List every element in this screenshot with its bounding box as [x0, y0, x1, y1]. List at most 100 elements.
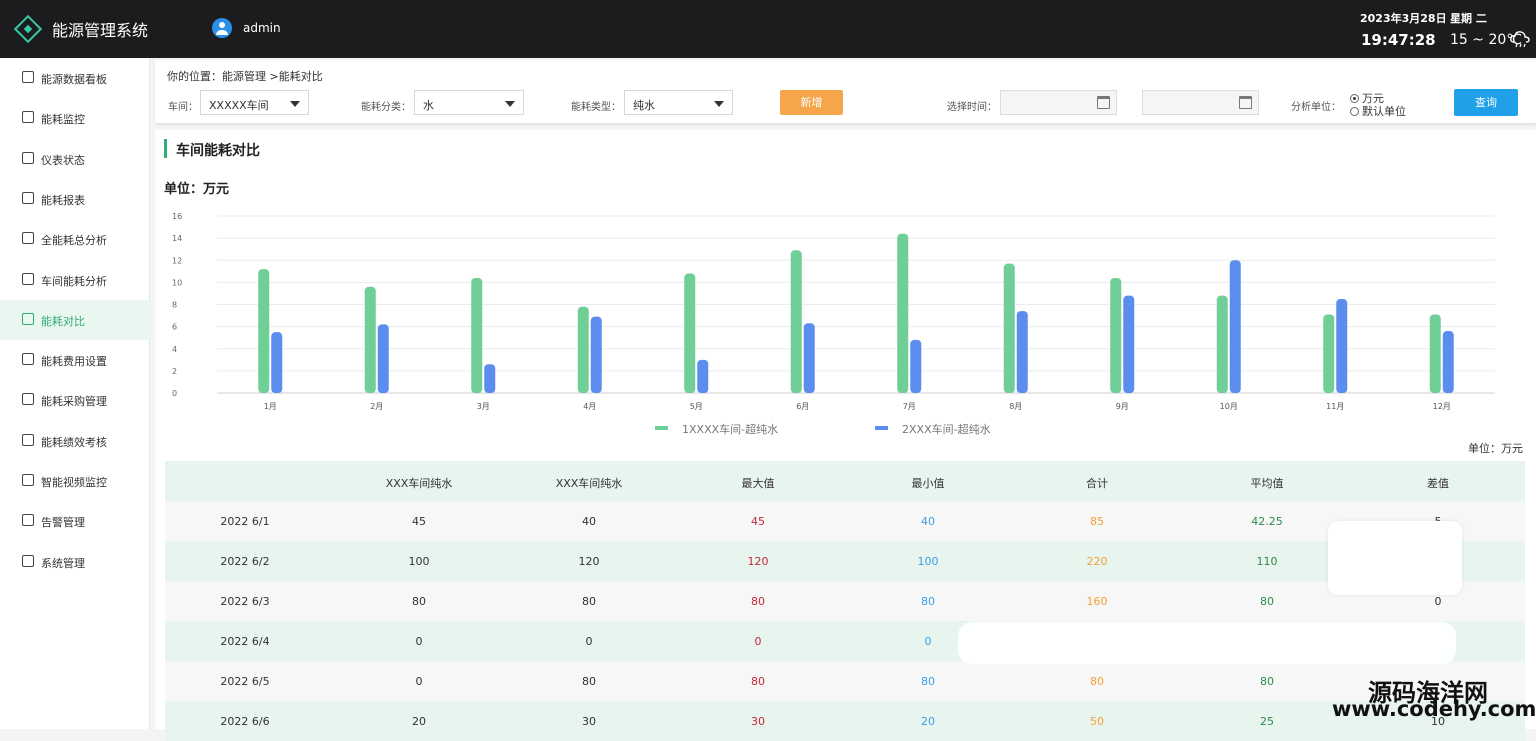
- table-cell: 45: [412, 515, 426, 528]
- table-cell: 110: [1256, 555, 1278, 568]
- table-cell: 50: [1090, 715, 1104, 728]
- user-avatar-icon[interactable]: [212, 18, 232, 38]
- sidebar-item[interactable]: 能耗费用设置: [0, 340, 150, 380]
- x-tick-label: 11月: [1326, 402, 1344, 411]
- workshop-select[interactable]: XXXXX车间: [200, 90, 309, 115]
- chart-unit-label: 单位：万元: [164, 182, 230, 197]
- y-tick-label: 8: [172, 301, 177, 310]
- sidebar-item[interactable]: 能耗报表: [0, 179, 150, 219]
- table-cell: 42.25: [1251, 515, 1283, 528]
- sidebar-item-label: 系统管理: [41, 556, 85, 570]
- sidebar-item[interactable]: 能耗对比: [0, 299, 150, 340]
- time-label: 选择时间：: [947, 102, 997, 113]
- bar-2: [1336, 298, 1348, 393]
- add-button[interactable]: 新增: [780, 90, 843, 115]
- chevron-down-icon: [290, 101, 300, 107]
- type-select[interactable]: 纯水: [624, 90, 733, 115]
- table-cell: 100: [917, 555, 939, 568]
- bar-1: [1003, 263, 1015, 393]
- table-cell: 2022 6/1: [220, 515, 270, 528]
- table-row: 2022 6/6 20 30 30 20 50 25 10: [165, 701, 1525, 741]
- table-header-cell: 最大值: [741, 477, 775, 490]
- category-label: 能耗分类：: [361, 102, 411, 113]
- overlay-card: [1328, 521, 1462, 595]
- table-unit-label: 单位：万元: [1468, 442, 1523, 455]
- sidebar-item[interactable]: 能源数据看板: [0, 58, 150, 98]
- y-tick-label: 6: [172, 323, 177, 332]
- table-header-cell: 合计: [1086, 477, 1108, 490]
- sidebar-item[interactable]: 车间能耗分析: [0, 260, 150, 300]
- sidebar-item-label: 能耗绩效考核: [41, 435, 107, 449]
- table-header-cell: XXX车间纯水: [385, 477, 453, 490]
- sidebar-item-label: 能耗对比: [41, 314, 85, 328]
- calendar-icon[interactable]: [1097, 96, 1110, 109]
- x-tick-label: 4月: [583, 402, 596, 411]
- overlay-blur: [958, 622, 1456, 664]
- sidebar: 能源数据看板 能耗监控仪表状态能耗报表 全能耗总分析 车间能耗分析能耗对比能耗费用设置…: [0, 58, 150, 729]
- y-tick-label: 0: [172, 389, 177, 398]
- legend-label: 2XXX车间-超纯水: [902, 422, 991, 436]
- bar-1: [577, 306, 589, 393]
- type-select-value: 纯水: [633, 99, 655, 112]
- calendar-icon[interactable]: [1239, 96, 1252, 109]
- workshop-label: 车间：: [168, 102, 198, 113]
- workshop-select-value: XXXXX车间: [209, 99, 269, 112]
- x-tick-label: 12月: [1433, 402, 1451, 411]
- sidebar-item[interactable]: 能耗监控: [0, 98, 150, 138]
- table-cell: 40: [582, 515, 596, 528]
- table-header-cell: 最小值: [911, 477, 945, 490]
- category-select-value: 水: [423, 99, 434, 112]
- breadcrumb: 你的位置：能源管理 >能耗对比: [167, 70, 323, 83]
- radio-unit-wanyuan[interactable]: 万元: [1350, 90, 1384, 106]
- x-tick-label: 9月: [1116, 402, 1129, 411]
- sidebar-item[interactable]: 仪表状态: [0, 139, 150, 179]
- bar-2: [484, 364, 496, 393]
- table-cell: 40: [921, 515, 935, 528]
- table-cell: 0: [754, 635, 762, 648]
- y-tick-label: 16: [172, 212, 182, 221]
- category-select[interactable]: 水: [414, 90, 524, 115]
- sidebar-item[interactable]: 全能耗总分析: [0, 219, 150, 259]
- table-cell: 20: [921, 715, 935, 728]
- sidebar-item-label: 仪表状态: [41, 153, 85, 167]
- data-table: XXX车间纯水 XXX车间纯水 最大值 最小值 合计 平均值 差值 2022 6/1 45 40 4…: [165, 461, 1525, 741]
- table-header-cell: 平均值: [1250, 477, 1284, 490]
- bar-1: [897, 233, 909, 393]
- bar-1: [1429, 314, 1441, 393]
- query-button[interactable]: 查询: [1454, 89, 1518, 116]
- gear-icon: [22, 554, 34, 567]
- bar-chart: 0 2 4 6 8 10 12 14 16 1月 2月 3月 4月 5月 6月 7月 8月 9月 10月 11月 12月…: [172, 212, 1495, 436]
- x-tick-label: 1月: [264, 402, 277, 411]
- end-date-input[interactable]: [1142, 90, 1259, 115]
- sidebar-item-label: 智能视频监控: [41, 476, 107, 489]
- section-title: 车间能耗对比: [176, 143, 260, 159]
- bar-2: [1229, 260, 1241, 393]
- camera-icon: [22, 474, 34, 486]
- current-weekday: 星期 二: [1450, 12, 1487, 25]
- x-tick-label: 7月: [903, 402, 916, 411]
- table-cell: 0: [924, 635, 932, 648]
- table-cell: 45: [751, 515, 765, 528]
- analysis-unit-label: 分析单位：: [1291, 102, 1341, 113]
- chevron-down-icon: [714, 101, 724, 107]
- sidebar-item[interactable]: 告警管理: [0, 501, 150, 541]
- bar-2: [1016, 311, 1028, 393]
- table-cell: 100: [408, 555, 430, 568]
- table-cell: 2022 6/6: [220, 715, 270, 728]
- table-row: 2022 6/3 80 80 80 80 160 80 0: [165, 581, 1525, 621]
- sidebar-item[interactable]: 能耗绩效考核: [0, 421, 150, 461]
- radio-unit-default[interactable]: 默认单位: [1350, 103, 1406, 119]
- sidebar-item[interactable]: 能耗采购管理: [0, 380, 150, 420]
- x-tick-label: 10月: [1220, 402, 1238, 411]
- table-cell: 80: [412, 595, 426, 608]
- sidebar-item[interactable]: 系统管理: [0, 542, 150, 582]
- table-cell: 80: [1260, 675, 1274, 688]
- start-date-input[interactable]: [1000, 90, 1117, 115]
- bar-1: [1323, 314, 1335, 393]
- sidebar-item[interactable]: 智能视频监控: [0, 461, 150, 501]
- bar-2: [590, 316, 602, 393]
- username[interactable]: admin: [243, 21, 281, 35]
- table-cell: 80: [921, 675, 935, 688]
- table-cell: 160: [1086, 595, 1108, 608]
- fee-icon: [22, 353, 34, 366]
